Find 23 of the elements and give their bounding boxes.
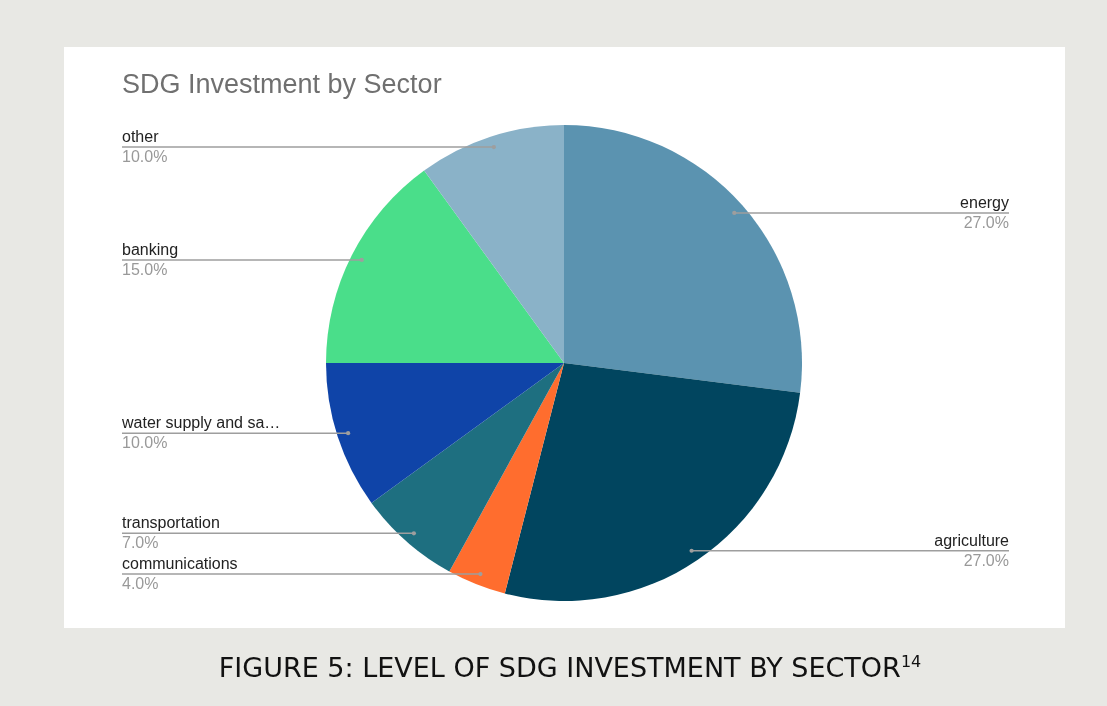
pie-slice xyxy=(504,363,801,601)
pie-slice xyxy=(424,125,564,363)
data-label: 10.0% xyxy=(122,148,168,166)
slice-label: energy xyxy=(960,193,1009,211)
pie-slice xyxy=(449,363,564,594)
pie-slice xyxy=(371,363,564,572)
data-label: 27.0% xyxy=(963,551,1009,569)
slice-label: other xyxy=(122,128,160,146)
data-label: 15.0% xyxy=(122,260,168,278)
chart-title: SDG Investment by Sector xyxy=(122,69,442,99)
pie-slice xyxy=(326,363,564,503)
data-label: 27.0% xyxy=(963,213,1009,231)
slice-label: banking xyxy=(122,240,179,258)
slice-label: transportation xyxy=(122,514,220,532)
data-label: 4.0% xyxy=(122,575,159,593)
pie-slice xyxy=(564,125,802,393)
slice-label: water supply and sa… xyxy=(121,414,281,432)
caption: FIGURE 5: LEVEL OF SDG INVESTMENT BY SECTOR$^{14}$ xyxy=(217,652,923,683)
slice-label: communications xyxy=(122,555,238,573)
pie-slice xyxy=(326,170,564,363)
data-label: 10.0% xyxy=(122,434,168,452)
data-label: 7.0% xyxy=(122,534,159,552)
slice-label: agriculture xyxy=(934,531,1010,549)
